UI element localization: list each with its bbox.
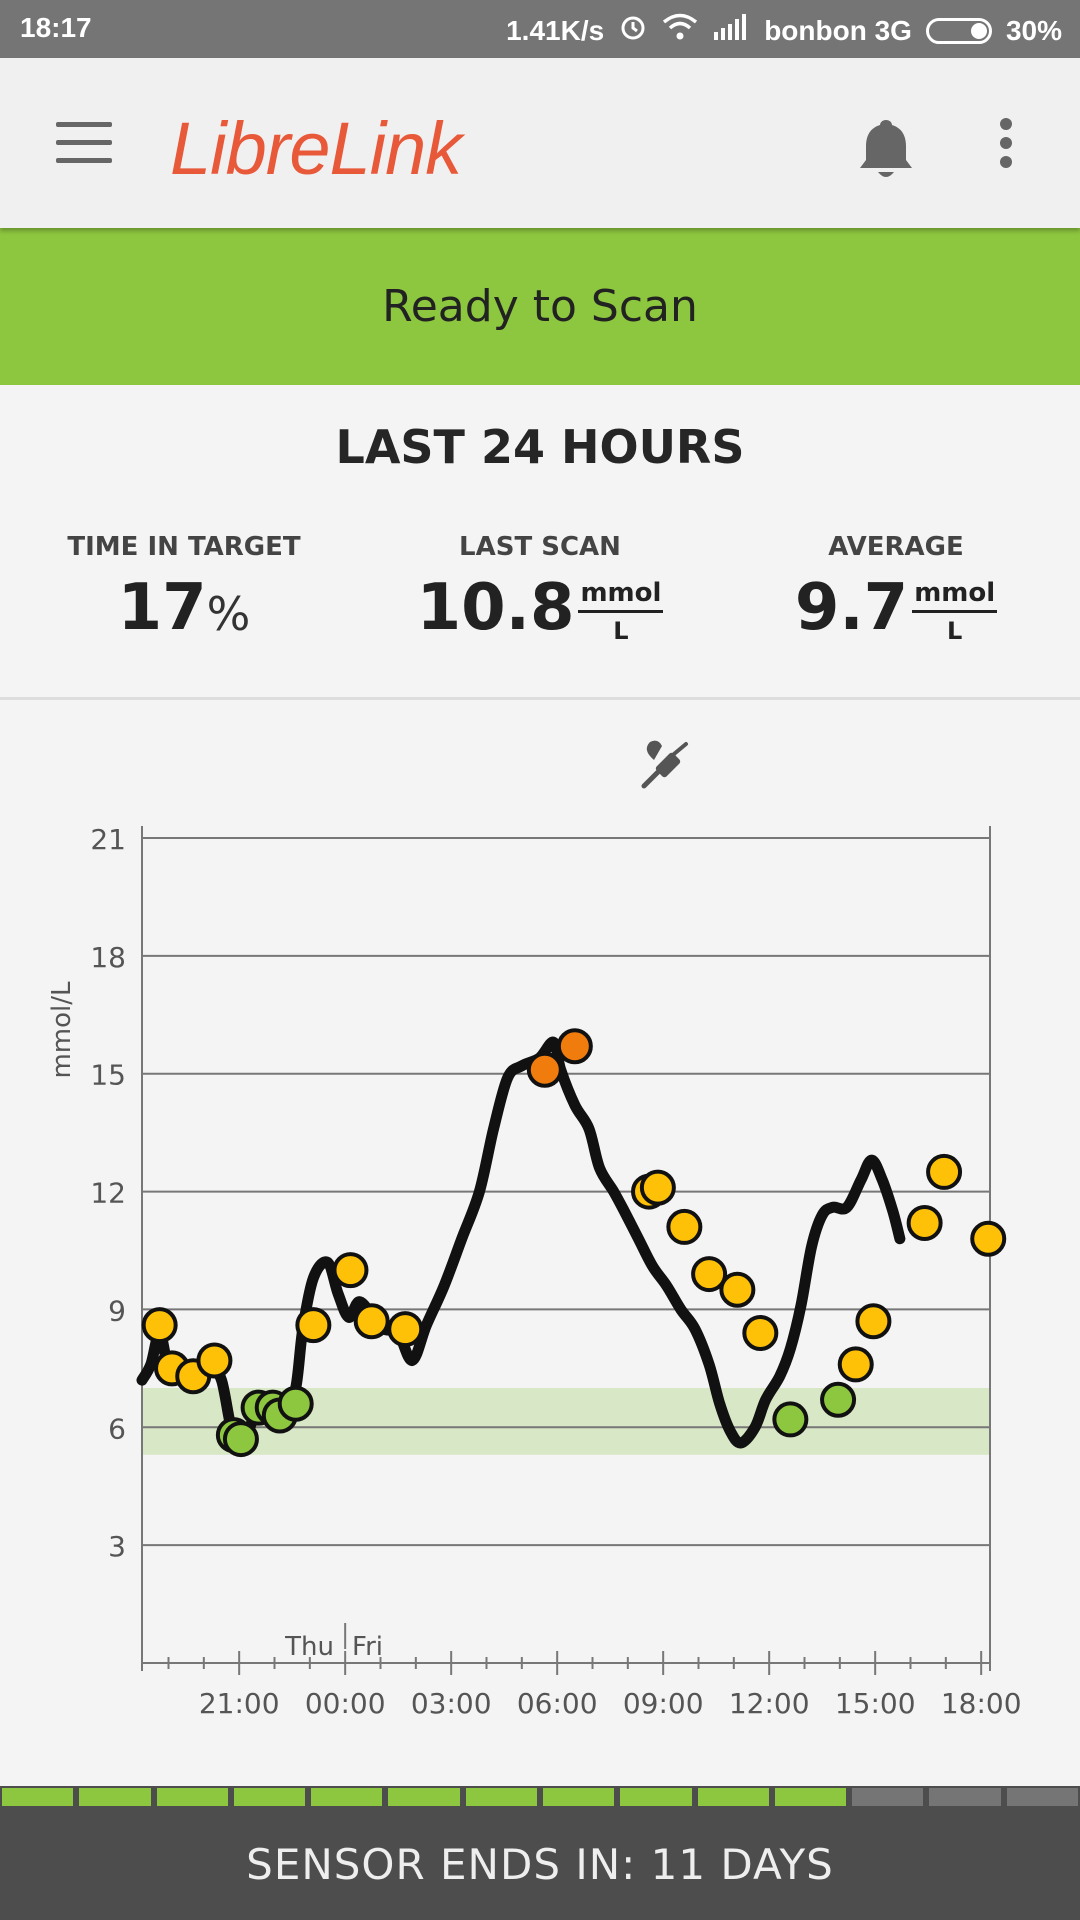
- x-tick-label: 18:00: [941, 1687, 1022, 1720]
- wifi-icon: [662, 13, 698, 48]
- day-label-thu: Thu: [284, 1632, 334, 1662]
- time-in-target-label: TIME IN TARGET: [67, 532, 301, 562]
- y-tick-label: 21: [90, 823, 126, 856]
- average-value: 9.7: [794, 571, 909, 645]
- signal-icon: [712, 14, 750, 47]
- x-tick-label: 06:00: [517, 1687, 598, 1720]
- average-unit-num: mmol: [912, 578, 998, 613]
- sensor-life-segment: [1006, 1788, 1078, 1806]
- scan-point[interactable]: [222, 1421, 259, 1458]
- sensor-life-segment: [852, 1788, 924, 1806]
- x-tick-label: 12:00: [729, 1687, 810, 1720]
- summary-divider: [0, 697, 1080, 700]
- carrier-name: bonbon 3G: [764, 14, 912, 46]
- sensor-life-segment: [79, 1788, 151, 1806]
- time-in-target-stat: TIME IN TARGET 17 %: [34, 532, 334, 660]
- scan-point[interactable]: [526, 1051, 563, 1088]
- scan-point[interactable]: [970, 1220, 1007, 1257]
- sensor-life-segment: [465, 1788, 537, 1806]
- last-scan-label: LAST SCAN: [459, 532, 621, 562]
- last-scan-unit-den: L: [613, 617, 629, 645]
- ready-to-scan-banner[interactable]: Ready to Scan: [0, 228, 1080, 385]
- average-stat: AVERAGE 9.7 mmol L: [746, 532, 1046, 648]
- menu-icon[interactable]: [56, 122, 112, 163]
- last-scan-unit: mmol L: [578, 578, 664, 645]
- battery-icon: [925, 17, 992, 44]
- average-unit-den: L: [947, 617, 963, 645]
- scan-point[interactable]: [387, 1311, 424, 1348]
- scan-point[interactable]: [141, 1307, 178, 1344]
- glucose-chart[interactable]: 3 6 9 12 15 18 21 21:00 00:00 03:00 06:00 09:00 12:…: [0, 700, 1080, 1786]
- scan-point[interactable]: [353, 1303, 390, 1340]
- scan-point[interactable]: [855, 1303, 892, 1340]
- scan-point[interactable]: [820, 1381, 857, 1418]
- insulin-icon[interactable]: [641, 740, 688, 789]
- sensor-life-segment: [311, 1788, 383, 1806]
- sensor-life-segment: [929, 1788, 1001, 1806]
- last-scan-unit-num: mmol: [578, 578, 664, 613]
- status-right: 1.41K/s bonbon 3G 30%: [506, 12, 1062, 49]
- time-in-target-value: 17: [117, 571, 207, 645]
- x-tick-label: 00:00: [305, 1687, 386, 1720]
- x-tick-label: 21:00: [199, 1687, 280, 1720]
- last-scan-stat: LAST SCAN 10.8 mmol L: [390, 532, 690, 648]
- alarm-icon: [618, 12, 648, 49]
- scan-point[interactable]: [196, 1342, 233, 1379]
- status-time: 18:17: [20, 12, 92, 43]
- status-bar: 18:17 1.41K/s bonbon 3G 30%: [0, 0, 1080, 58]
- scan-point[interactable]: [295, 1307, 332, 1344]
- day-label-fri: Fri: [352, 1632, 383, 1662]
- x-tick-label: 09:00: [623, 1687, 704, 1720]
- sensor-life-segment: [156, 1788, 228, 1806]
- time-in-target-unit: %: [206, 587, 251, 641]
- sensor-life-segment: [2, 1788, 74, 1806]
- sensor-ends-text: SENSOR ENDS IN: 11 DAYS: [246, 1839, 834, 1889]
- summary-title: LAST 24 HOURS: [335, 420, 745, 474]
- y-axis-label: mmol/L: [47, 981, 77, 1079]
- x-tick-label: 03:00: [411, 1687, 492, 1720]
- scan-point[interactable]: [639, 1169, 676, 1206]
- battery-percent: 30%: [1005, 14, 1062, 46]
- banner-text: Ready to Scan: [382, 281, 698, 332]
- last-scan-value: 10.8: [416, 571, 575, 645]
- average-unit: mmol L: [912, 578, 998, 645]
- x-tick-label: 15:00: [835, 1687, 916, 1720]
- scan-point[interactable]: [837, 1346, 874, 1383]
- app-bar: LibreLink: [0, 58, 1080, 228]
- sensor-life-segment: [388, 1788, 460, 1806]
- scan-point[interactable]: [906, 1205, 943, 1241]
- y-tick-label: 18: [90, 941, 126, 974]
- scan-point[interactable]: [666, 1208, 703, 1245]
- scan-point[interactable]: [926, 1153, 963, 1190]
- y-tick-label: 9: [108, 1294, 126, 1327]
- scan-point[interactable]: [332, 1252, 369, 1289]
- app-title: LibreLink: [170, 107, 462, 190]
- scan-point[interactable]: [691, 1256, 728, 1293]
- y-tick-label: 12: [90, 1177, 126, 1210]
- y-tick-label: 3: [108, 1530, 126, 1563]
- scan-point[interactable]: [772, 1401, 809, 1438]
- scan-point[interactable]: [742, 1315, 779, 1351]
- scan-point[interactable]: [556, 1028, 593, 1065]
- scan-point[interactable]: [719, 1271, 756, 1308]
- sensor-footer: SENSOR ENDS IN: 11 DAYS: [0, 1808, 1080, 1920]
- sensor-life-segment: [542, 1788, 615, 1806]
- scan-point[interactable]: [277, 1385, 314, 1422]
- sensor-life-bar: [0, 1786, 1080, 1808]
- average-label: AVERAGE: [828, 532, 964, 562]
- sensor-life-segment: [774, 1788, 847, 1806]
- sensor-life-segment: [697, 1788, 769, 1806]
- y-tick-label: 15: [90, 1059, 126, 1092]
- bell-icon[interactable]: [858, 116, 914, 180]
- network-speed: 1.41K/s: [506, 14, 605, 46]
- sensor-life-segment: [233, 1788, 306, 1806]
- sensor-life-segment: [620, 1788, 692, 1806]
- y-tick-label: 6: [108, 1412, 126, 1445]
- glucose-trend-line: [136, 1036, 906, 1449]
- more-vert-icon[interactable]: [1000, 118, 1014, 172]
